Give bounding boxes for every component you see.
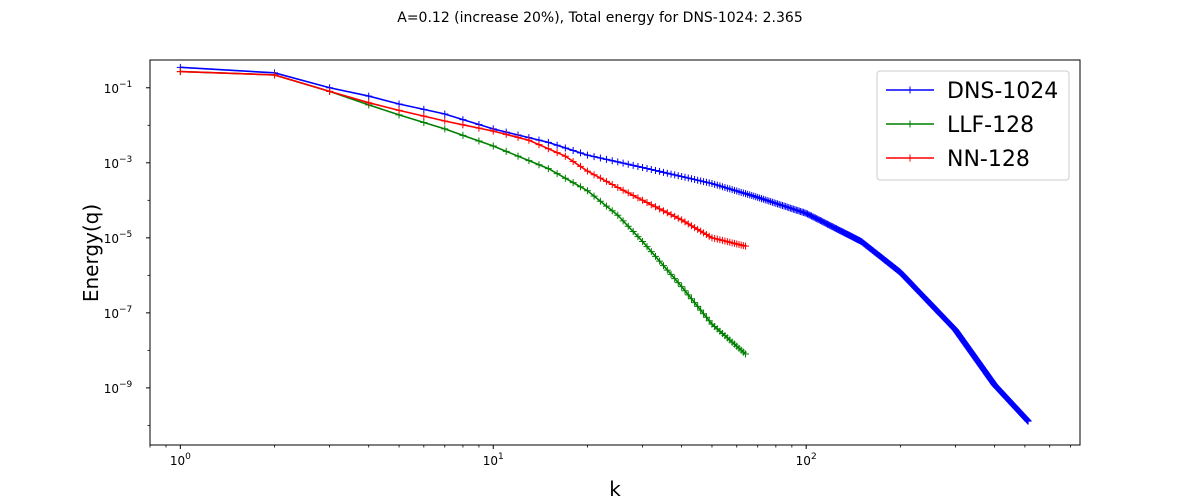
- legend-box: [876, 70, 1070, 181]
- y-tick-label: 10−9: [104, 380, 133, 396]
- x-tick-label: 100: [170, 452, 191, 468]
- series-layer: [176, 63, 1032, 425]
- x-axis-title: k: [609, 477, 621, 500]
- x-tick-label: 101: [483, 452, 504, 468]
- legend-label: NN-128: [947, 147, 1030, 172]
- legend-item: DNS-1024: [886, 79, 1058, 104]
- legend-item: LLF-128: [886, 113, 1034, 138]
- series-nn-128: [176, 68, 750, 250]
- y-axis-title: Energy(q): [79, 204, 103, 302]
- legend-item: NN-128: [886, 147, 1030, 172]
- series-line: [180, 70, 747, 355]
- y-tick-label: 10−5: [104, 230, 133, 246]
- series-dns-1024: [176, 63, 1032, 425]
- legend-label: DNS-1024: [947, 79, 1058, 104]
- legend-items: DNS-1024 LLF-128 NN-128: [886, 79, 1058, 172]
- legend-label: LLF-128: [947, 113, 1034, 138]
- series-markers: [176, 68, 750, 250]
- legend-swatch-marker: [906, 86, 914, 94]
- chart-title: A=0.12 (increase 20%), Total energy for …: [397, 10, 802, 26]
- legend-swatch-marker: [906, 154, 914, 162]
- x-axis: 100 101 102: [149, 445, 1072, 468]
- y-tick-label: 10−7: [104, 305, 133, 321]
- plot-area: 100 101 102 10−1 10−3 10−5 10−7 10−9: [104, 59, 1081, 468]
- legend-swatch-marker: [906, 120, 914, 128]
- legend: DNS-1024 LLF-128 NN-128: [876, 70, 1070, 181]
- series-markers: [176, 63, 1032, 425]
- series-line: [180, 70, 746, 247]
- y-tick-label: 10−3: [104, 155, 133, 171]
- plot-frame: [149, 59, 1081, 446]
- x-tick-label: 102: [796, 452, 817, 468]
- y-axis: 10−1 10−3 10−5 10−7 10−9: [104, 80, 150, 426]
- y-tick-label: 10−1: [104, 80, 133, 96]
